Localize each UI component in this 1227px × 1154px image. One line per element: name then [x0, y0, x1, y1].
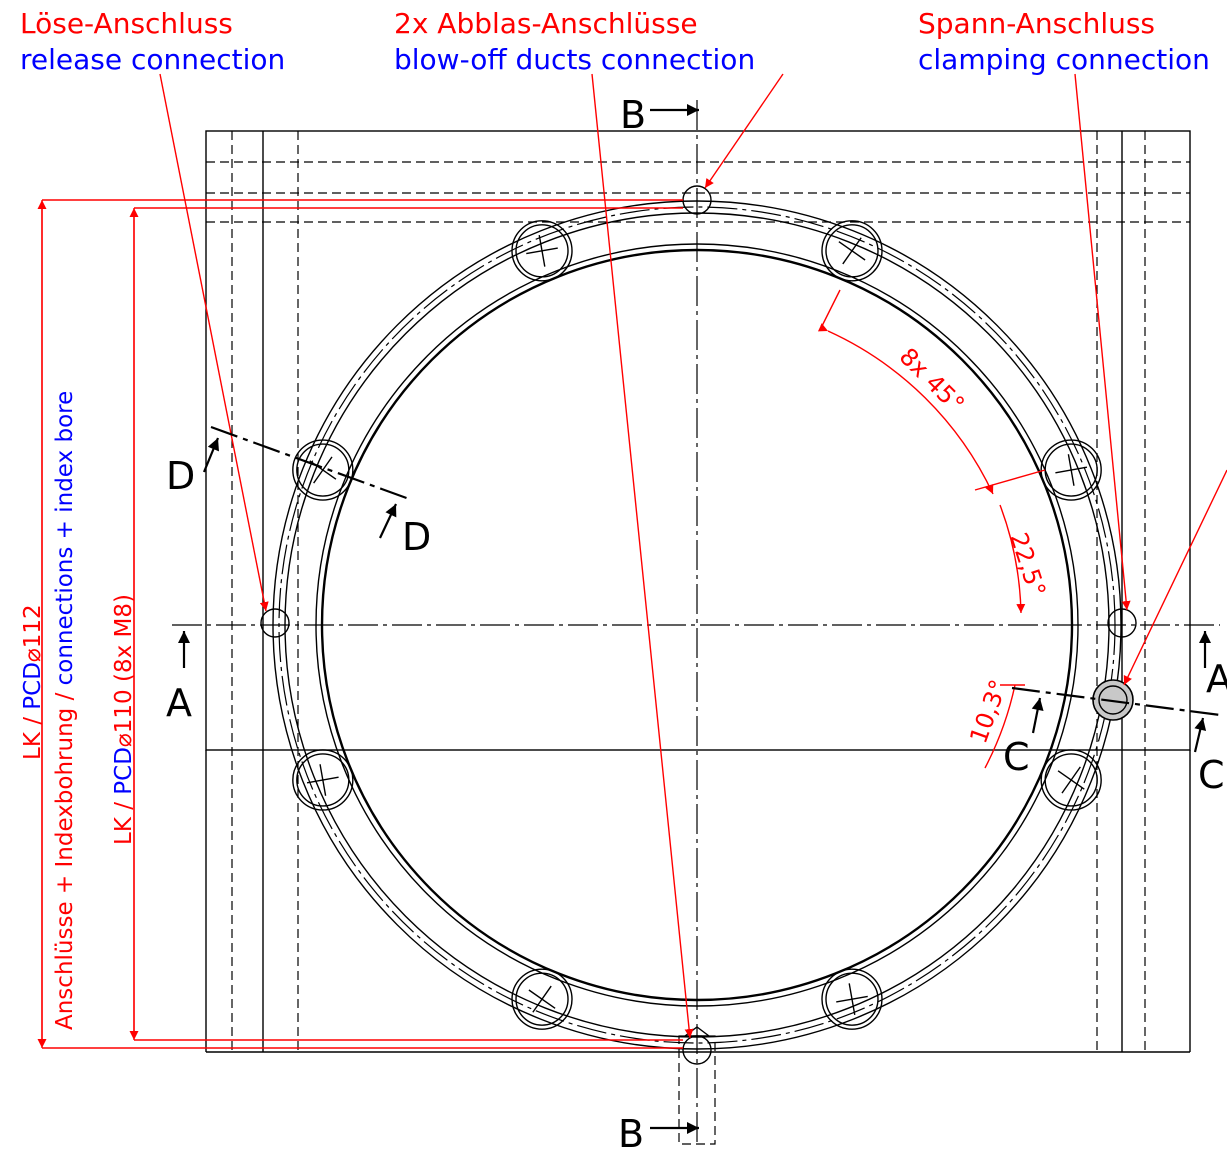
release-label-de: Löse-Anschluss [20, 7, 233, 40]
section-b-top: B [620, 93, 646, 137]
pcd112-label: LK / PCD⌀112 [20, 604, 46, 760]
screw-head [1040, 439, 1102, 501]
angle-offset-label: 22,5° [1004, 529, 1051, 600]
blowoff-port-bottom [682, 1035, 712, 1065]
leader-lines [159, 73, 1227, 1039]
pcd112-label-line2: Anschlüsse + Indexbohrung / connections … [52, 391, 78, 1030]
blowoff-label-de: 2x Abblas-Anschlüsse [394, 7, 698, 40]
release-label-en: release connection [20, 43, 285, 76]
pcd110-dimension [129, 207, 683, 1041]
screw-head [292, 439, 354, 501]
screw-head [1040, 749, 1102, 811]
screw-head [511, 220, 573, 282]
release-port [260, 608, 290, 638]
angle-dimensions [817, 289, 1046, 769]
screw-head [821, 968, 883, 1030]
screw-head [511, 968, 573, 1030]
section-d-right: D [402, 515, 431, 559]
pcd110-label: LK / PCD⌀110 (8x M8) [111, 594, 137, 845]
section-c-left: C [1003, 735, 1030, 779]
section-b-bottom: B [618, 1112, 644, 1154]
connection-ports [260, 185, 1137, 1065]
screw-head [821, 220, 883, 282]
blowoff-label-en: blow-off ducts connection [394, 43, 755, 76]
clamping-label-en: clamping connection [918, 43, 1210, 76]
section-d-left: D [166, 454, 195, 498]
section-c-right: C [1198, 753, 1225, 797]
screw-head [292, 749, 354, 811]
section-cut-lines [178, 104, 1221, 1134]
section-a-right: A [1206, 657, 1227, 701]
plate-outline [205, 130, 1191, 1053]
pcd112-dimension [37, 199, 683, 1049]
clamping-label-de: Spann-Anschluss [918, 7, 1155, 40]
screw-holes [292, 220, 1102, 1030]
centre-lines [172, 100, 1220, 1145]
section-a-left: A [166, 681, 192, 725]
bore-circles [272, 200, 1122, 1050]
